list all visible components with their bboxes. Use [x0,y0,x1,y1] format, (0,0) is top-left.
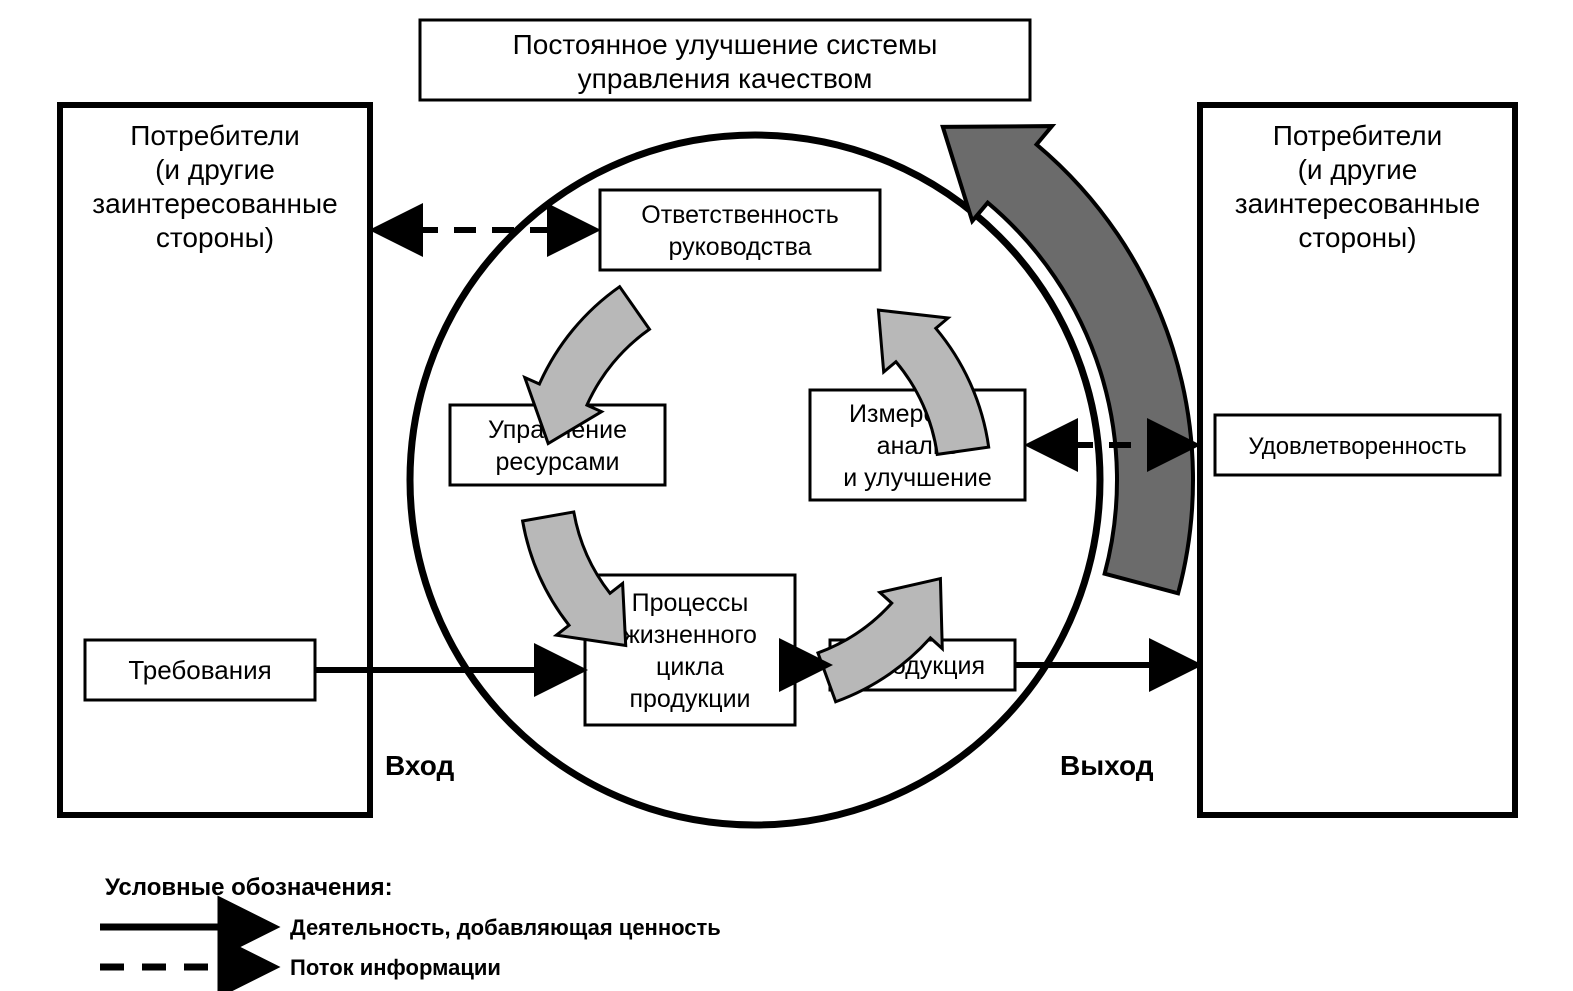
svg-text:заинтересованные: заинтересованные [92,188,337,219]
svg-text:жизненного: жизненного [623,621,757,649]
legend-item-0: Деятельность, добавляющая ценность [290,915,721,940]
svg-text:(и другие: (и другие [1298,154,1418,185]
svg-text:Удовлетворенность: Удовлетворенность [1248,433,1466,460]
legend-title: Условные обозначения: [105,874,393,901]
svg-text:Потребители: Потребители [1273,120,1443,151]
svg-text:заинтересованные: заинтересованные [1235,188,1480,219]
svg-text:(и другие: (и другие [155,154,275,185]
svg-text:Постоянное улучшение системы: Постоянное улучшение системы [513,29,938,60]
svg-text:управления качеством: управления качеством [578,63,873,94]
output-label: Выход [1060,750,1154,781]
svg-text:стороны): стороны) [1298,222,1416,253]
svg-text:Процессы: Процессы [632,589,749,617]
svg-text:продукции: продукции [629,685,750,713]
svg-text:Требования: Требования [128,655,271,685]
svg-text:и улучшение: и улучшение [843,464,992,492]
svg-text:Ответственность: Ответственность [641,201,839,229]
improvement-arrow [943,126,1193,593]
input-label: Вход [385,750,454,781]
svg-text:цикла: цикла [656,653,724,681]
svg-text:ресурсами: ресурсами [496,448,620,476]
svg-text:Потребители: Потребители [130,120,300,151]
svg-text:стороны): стороны) [156,222,274,253]
svg-text:руководства: руководства [668,233,811,261]
legend-item-1: Поток информации [290,955,501,980]
